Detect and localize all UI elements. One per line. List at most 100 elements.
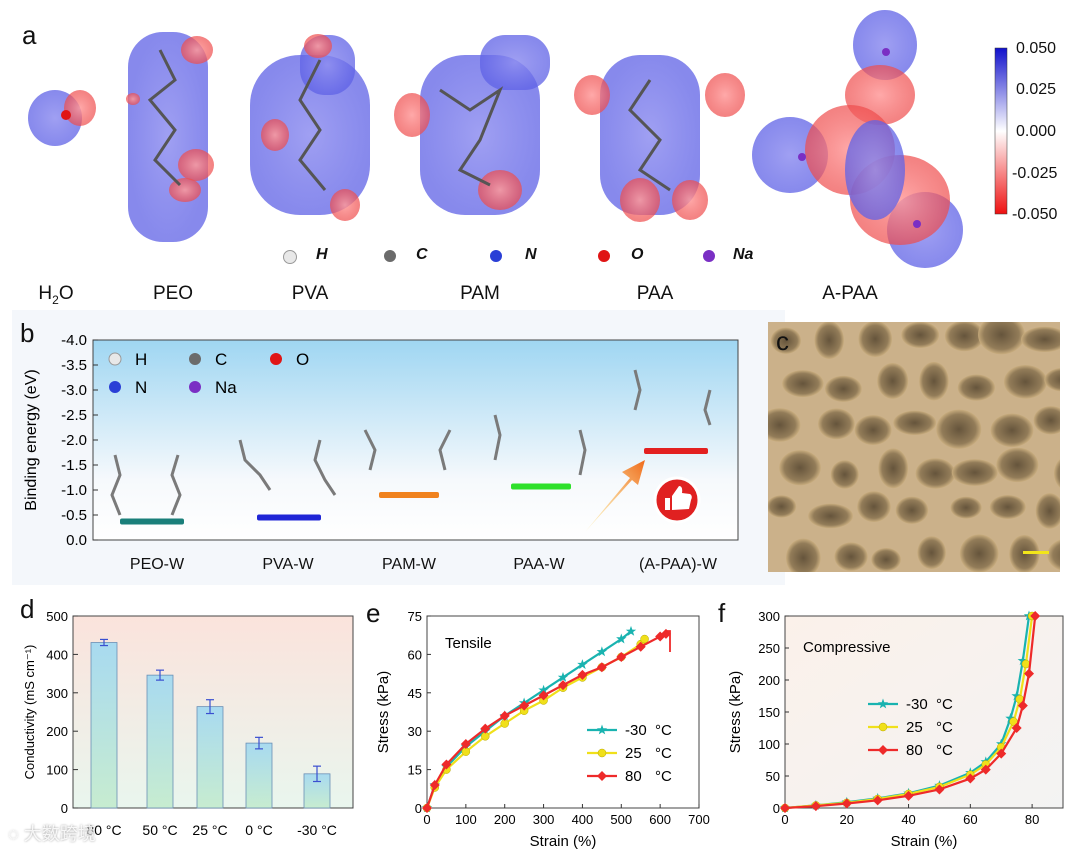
sem-pore [808, 503, 853, 529]
legend-label: O [296, 350, 309, 369]
y-tick-label: -0.5 [61, 507, 87, 524]
legend-label: 80 [625, 768, 642, 785]
y-tick-label: 45 [408, 686, 422, 701]
y-tick-label: 200 [46, 724, 68, 739]
x-tick-label: 700 [688, 812, 710, 827]
sem-pore [901, 322, 940, 349]
atom-na-icon [703, 250, 715, 262]
chart-annotation: Compressive [803, 639, 891, 656]
legend-label: 25 [625, 745, 642, 762]
sem-pore [830, 460, 859, 489]
x-tick-label: 40 [901, 812, 915, 827]
conductivity-bar [245, 742, 273, 809]
legend-unit: °C [655, 745, 672, 762]
data-point [640, 634, 649, 644]
y-tick-label: 60 [408, 647, 422, 662]
legend-label: N [135, 378, 147, 397]
sem-pore [858, 322, 893, 357]
data-point [878, 745, 888, 755]
atom-na-icon [189, 381, 201, 393]
sem-pore [895, 496, 929, 524]
data-point [1024, 668, 1035, 679]
binding-energy-chart: -4.0 -3.5 -3.0 -2.5 -2.0 -1.5 -1.0 -0.5 0.0 Bind… [23, 332, 739, 549]
sem-pore [1044, 368, 1060, 392]
atom-n-icon [109, 381, 121, 393]
colorbar-tick: 0.000 [1016, 123, 1057, 140]
sem-pore [779, 450, 821, 486]
legend-label: H [135, 350, 147, 369]
data-point [625, 625, 637, 636]
sem-pore [854, 415, 892, 446]
category-label: 0 °C [245, 822, 272, 838]
atom-h-icon [283, 250, 297, 264]
molecule-paa [574, 55, 745, 222]
y-axis-label: Stress (kPa) [375, 671, 392, 754]
legend-unit: °C [936, 742, 953, 759]
y-tick-label: 300 [46, 686, 68, 701]
y-tick-label: -1.5 [61, 457, 87, 474]
atom-c-icon [384, 250, 396, 262]
data-point [903, 790, 914, 801]
panel-b-letter: b [20, 318, 35, 348]
sem-pore [1033, 406, 1060, 435]
category-label: PAM-W [382, 556, 436, 573]
category-label: PEO-W [129, 556, 185, 573]
data-point [480, 723, 491, 734]
data-point [616, 651, 627, 662]
data-point [538, 690, 549, 701]
y-tick-label: -3.5 [61, 357, 87, 374]
data-point [422, 803, 432, 813]
data-point [577, 659, 588, 670]
data-point [597, 748, 607, 758]
data-point [596, 646, 608, 657]
sem-image [768, 322, 1060, 572]
sem-pore [814, 322, 844, 359]
atom-label: H [316, 246, 328, 263]
data-point [1017, 655, 1029, 666]
category-label: PAA-W [513, 556, 565, 573]
legend-label: -30 [906, 696, 928, 713]
data-point [877, 698, 889, 709]
data-point [780, 803, 790, 813]
legend-unit: °C [936, 696, 953, 713]
y-tick-label: -2.5 [61, 407, 87, 424]
data-point [596, 724, 608, 735]
molecule-pva [250, 34, 370, 221]
panel-c-letter: c [776, 326, 789, 356]
data-point [616, 633, 627, 644]
y-tick-label: 100 [758, 737, 780, 752]
y-tick-label: 75 [408, 609, 422, 624]
data-point [660, 628, 671, 639]
y-tick-label: 200 [758, 673, 780, 688]
molecule-label-h2o: H2O [38, 283, 74, 307]
y-tick-label: 100 [46, 763, 68, 778]
panel-f-letter: f [718, 598, 726, 628]
panel-a-letter: a [22, 20, 37, 50]
data-point [934, 784, 945, 795]
atom-n-icon [490, 250, 502, 262]
binding-energy-bar [511, 483, 571, 490]
legend-label: Na [215, 378, 237, 397]
binding-energy-bar [120, 518, 184, 525]
watermark-logo-icon: ◌ [8, 824, 19, 844]
molecule-h2o [28, 90, 96, 146]
sem-pore [944, 322, 985, 352]
legend-unit: °C [655, 768, 672, 785]
sem-pore [950, 496, 982, 519]
data-point [878, 722, 888, 732]
thumbs-up-icon [653, 476, 701, 524]
improvement-arrow-icon [585, 460, 645, 532]
fracture-mark [667, 630, 671, 652]
data-point [441, 759, 452, 770]
data-point [577, 669, 588, 680]
x-tick-label: 60 [963, 812, 977, 827]
colorbar-tick: 0.025 [1016, 81, 1057, 98]
sem-pore [871, 547, 901, 572]
category-label: 25 °C [192, 822, 227, 838]
x-tick-label: 300 [533, 812, 555, 827]
conductivity-bar [196, 706, 224, 809]
sem-pore [996, 447, 1039, 483]
data-point [429, 779, 440, 790]
panel-a-molecules [28, 10, 1008, 268]
atom-label: O [631, 246, 644, 263]
